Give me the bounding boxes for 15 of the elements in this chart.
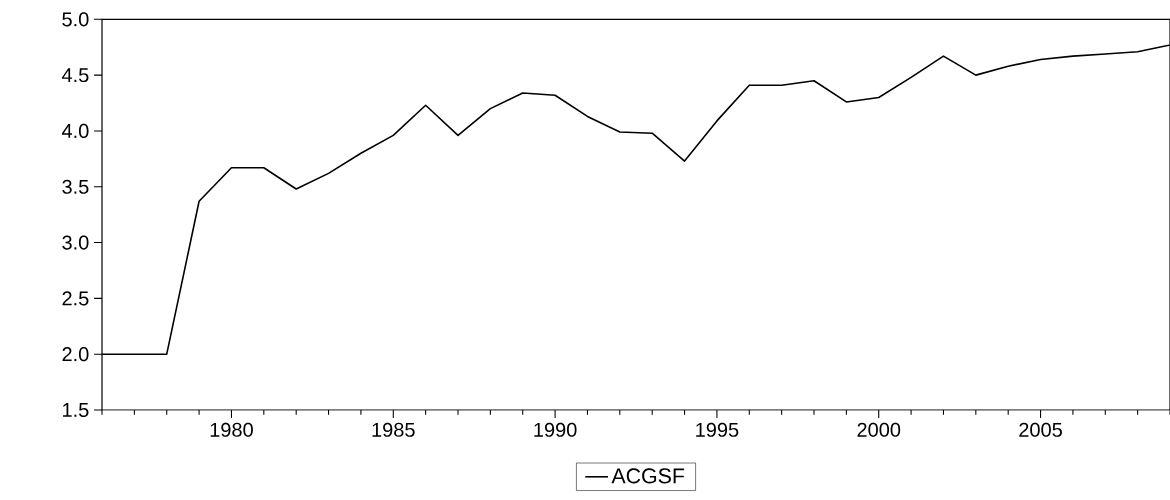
y-tick-label: 2.0	[62, 347, 89, 362]
x-tick-label: 1990	[534, 422, 577, 437]
y-tick-label: 4.5	[61, 68, 89, 83]
y-tick-label: 3.5	[62, 179, 89, 194]
x-tick-label: 1985	[372, 422, 415, 437]
x-tick-label: 1980	[210, 422, 253, 437]
legend-label: ACGSF	[611, 468, 685, 484]
x-tick-label: 2005	[1019, 422, 1062, 437]
y-tick-label: 5.0	[62, 12, 89, 27]
y-tick-label: 2.5	[62, 291, 89, 306]
y-tick-label: 3.0	[62, 235, 89, 250]
x-tick-label: 2000	[857, 422, 901, 437]
x-tick-label: 1995	[696, 422, 739, 437]
y-tick-label: 1.5	[63, 403, 89, 417]
y-tick-label: 4.0	[61, 123, 89, 139]
